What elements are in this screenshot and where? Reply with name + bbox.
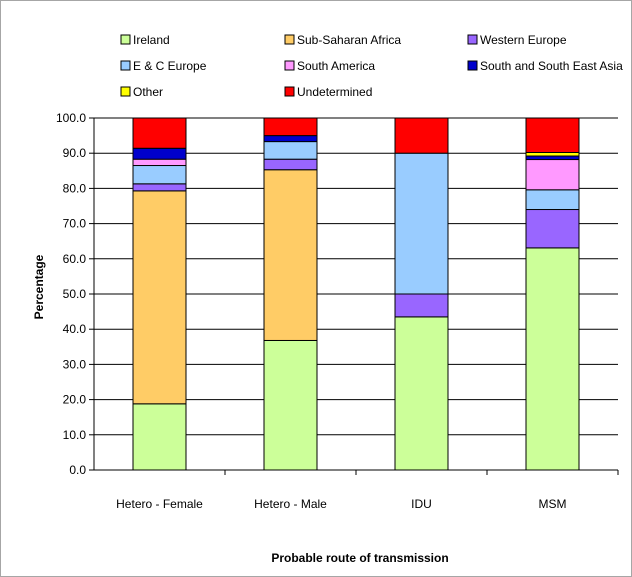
bar-segment-undetermined: [263, 117, 318, 137]
legend-label: Other: [133, 85, 163, 99]
bar-segment-ireland: [132, 403, 187, 471]
bar-segment-south-and-south-east-asia: [132, 147, 187, 160]
bar-segment-other: [525, 151, 580, 157]
x-tick-label: IDU: [411, 497, 432, 511]
y-tick-label: 60.0: [63, 252, 87, 266]
x-axis-title: Probable route of transmission: [271, 551, 448, 565]
legend-swatch: [467, 60, 478, 71]
legend-item-e-c-europe: E & C Europe: [120, 59, 207, 73]
bar-segment-western-europe: [394, 293, 449, 318]
bar-stack-idu: [394, 117, 449, 471]
legend-item-sub-saharan-africa: Sub-Saharan Africa: [284, 33, 401, 47]
legend-label: Undetermined: [297, 85, 372, 99]
bar-segment-south-america: [132, 158, 187, 167]
legend-swatch: [120, 34, 131, 45]
bar-stack-msm: [525, 117, 580, 471]
y-tick-label: 0.0: [69, 463, 86, 477]
bar-segment-e-c-europe: [132, 165, 187, 185]
axes: 0.0 10.0 20.0 30.0 40.0 50.0 60.0 70.0 80.0 90.0 1…: [56, 111, 619, 511]
bar-segment-western-europe: [263, 158, 318, 171]
legend-swatch: [284, 60, 295, 71]
y-tick-label: 70.0: [63, 217, 87, 231]
bar-segment-e-c-europe: [394, 152, 449, 295]
bar-segment-undetermined: [132, 117, 187, 149]
bar-segment-ireland: [394, 316, 449, 471]
bar-segment-south-and-south-east-asia: [263, 135, 318, 143]
bar-segment-ireland: [263, 339, 318, 471]
legend-label: Ireland: [133, 33, 170, 47]
legend-label: Sub-Saharan Africa: [297, 33, 401, 47]
y-tick-label: 40.0: [63, 322, 87, 336]
bar-segment-western-europe: [132, 183, 187, 192]
bar-segment-ireland: [525, 247, 580, 471]
y-tick-label: 10.0: [63, 428, 87, 442]
legend-label: South and South East Asia: [480, 59, 623, 73]
x-tick-label: Hetero - Male: [254, 497, 327, 511]
bar-segment-sub-saharan-africa: [263, 169, 318, 341]
legend-swatch: [120, 60, 131, 71]
y-tick-label: 50.0: [63, 287, 87, 301]
bar-segment-western-europe: [525, 209, 580, 249]
bars: [132, 117, 580, 471]
legend-item-undetermined: Undetermined: [284, 85, 372, 99]
legend-item-south-america: South America: [284, 59, 375, 73]
legend-swatch: [120, 86, 131, 97]
legend-swatch: [284, 34, 295, 45]
y-axis-title: Percentage: [32, 254, 46, 319]
bar-segment-undetermined: [394, 117, 449, 154]
bar-stack-hetero-female: [132, 117, 187, 471]
legend: Ireland Sub-Saharan Africa Western Europe E…: [120, 33, 623, 99]
legend-swatch: [467, 34, 478, 45]
legend-swatch: [284, 86, 295, 97]
legend-item-western-europe: Western Europe: [467, 33, 567, 47]
y-tick-label: 100.0: [56, 111, 86, 125]
y-tick-label: 90.0: [63, 146, 87, 160]
legend-label: South America: [297, 59, 375, 73]
bar-segment-e-c-europe: [263, 141, 318, 160]
x-tick-label: Hetero - Female: [116, 497, 203, 511]
bar-segment-south-america: [525, 159, 580, 191]
bar-segment-south-and-south-east-asia: [525, 155, 580, 161]
legend-item-other: Other: [120, 85, 163, 99]
bar-segment-sub-saharan-africa: [132, 190, 187, 405]
bar-stack-hetero-male: [263, 117, 318, 471]
bar-segment-undetermined: [525, 117, 580, 153]
legend-label: E & C Europe: [133, 59, 207, 73]
y-tick-label: 20.0: [63, 393, 87, 407]
x-tick-label: MSM: [539, 497, 567, 511]
legend-label: Western Europe: [480, 33, 567, 47]
bar-segment-e-c-europe: [525, 189, 580, 211]
y-tick-label: 30.0: [63, 357, 87, 371]
y-tick-label: 80.0: [63, 181, 87, 195]
legend-item-south-and-south-east-asia: South and South East Asia: [467, 59, 623, 73]
legend-item-ireland: Ireland: [120, 33, 170, 47]
